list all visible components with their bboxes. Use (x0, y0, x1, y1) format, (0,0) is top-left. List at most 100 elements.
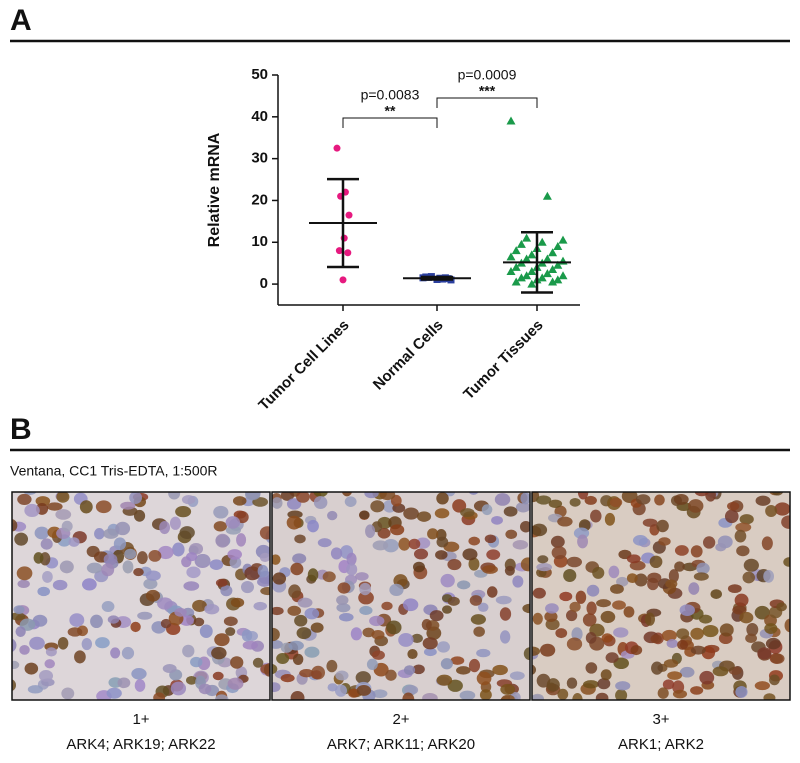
cell (536, 563, 553, 572)
point (527, 267, 537, 276)
cell (304, 607, 320, 620)
cell (586, 601, 597, 616)
cell (230, 656, 244, 669)
micrograph-border (271, 491, 531, 701)
point (553, 275, 563, 284)
cell (17, 579, 30, 589)
bracket (342, 117, 438, 128)
cell (642, 518, 658, 527)
cell (346, 552, 357, 566)
cell (661, 629, 677, 642)
cell (24, 503, 40, 518)
point (345, 211, 353, 219)
cell (649, 555, 663, 569)
cell (12, 612, 26, 621)
cell (297, 597, 313, 608)
cell (719, 623, 734, 637)
cell (610, 584, 624, 594)
cell (477, 602, 489, 612)
cell (532, 612, 543, 625)
cell (341, 492, 353, 497)
cell (423, 647, 437, 657)
cell (566, 556, 583, 568)
cell (296, 492, 310, 503)
cell (225, 516, 241, 529)
cell (322, 571, 336, 583)
cell (569, 497, 581, 507)
cell (103, 553, 118, 566)
y-tick-label: 40 (251, 108, 268, 125)
cell (745, 633, 757, 644)
cell (735, 522, 752, 532)
cell (287, 605, 302, 616)
cell (412, 561, 425, 573)
cell (288, 584, 301, 599)
cell (582, 613, 597, 627)
cell (272, 606, 284, 616)
cell (519, 520, 530, 533)
point (511, 277, 521, 286)
cell (550, 535, 565, 548)
cell (532, 587, 546, 599)
cell (769, 674, 780, 686)
cell (436, 492, 449, 505)
cell (174, 607, 187, 617)
cell (198, 683, 212, 695)
cell (259, 552, 270, 563)
point (527, 279, 537, 288)
cell (600, 669, 612, 681)
cell (592, 566, 605, 579)
cell (67, 627, 83, 637)
cell (770, 653, 785, 664)
point (553, 260, 563, 269)
cell (227, 549, 242, 560)
cell (626, 573, 638, 584)
point (511, 262, 521, 271)
cell (227, 677, 244, 690)
cell (290, 691, 305, 700)
cell (370, 500, 385, 513)
cell (74, 650, 86, 664)
cell (437, 641, 450, 653)
cell (667, 671, 683, 680)
cell (27, 685, 43, 694)
cell (46, 502, 63, 511)
cell (765, 637, 781, 650)
cell (280, 492, 295, 501)
point (516, 239, 526, 248)
cell (434, 508, 450, 519)
cell (190, 656, 203, 668)
cell (470, 614, 486, 625)
point (548, 277, 558, 286)
cell (784, 618, 790, 633)
cell (440, 658, 453, 670)
p-value: p=0.0083 (361, 87, 420, 103)
cell (654, 494, 665, 506)
cell (462, 548, 478, 561)
cell (739, 514, 754, 525)
cell (101, 563, 115, 577)
cell (456, 580, 471, 590)
point (548, 264, 558, 273)
cell (137, 551, 148, 565)
cell (590, 509, 602, 523)
cell (583, 680, 599, 689)
cell (735, 685, 748, 698)
cell (389, 583, 404, 597)
cell (491, 516, 503, 525)
cell (358, 591, 374, 605)
bracket (436, 97, 538, 108)
cell (499, 607, 512, 621)
cell (326, 659, 338, 673)
cell (634, 573, 648, 587)
cell (257, 577, 270, 587)
cell (492, 664, 508, 676)
cell (389, 524, 405, 536)
cell (280, 674, 295, 683)
cell (512, 540, 529, 550)
cell (724, 509, 739, 524)
cell (442, 605, 453, 614)
point (506, 116, 516, 125)
y-axis-label: Relative mRNA (206, 132, 223, 247)
point (537, 273, 547, 282)
